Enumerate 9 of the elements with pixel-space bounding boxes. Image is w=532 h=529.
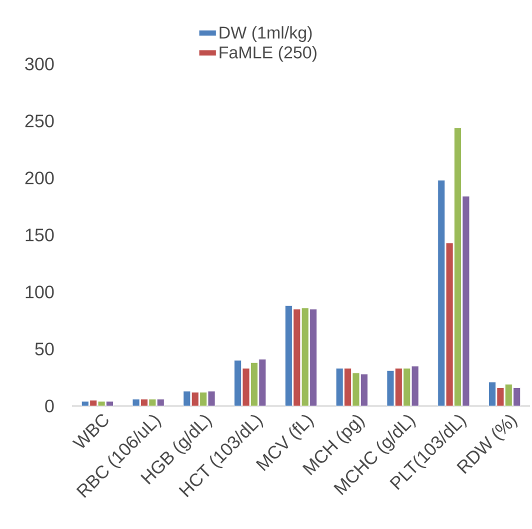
y-tick-label: 200 [25,172,54,184]
y-tick-label: 0 [45,400,54,412]
y-tick-label: 250 [25,114,54,128]
y-tick-label: 150 [26,228,54,242]
legend-label: FaMLE (250) [220,46,316,62]
y-tick-label: 100 [26,286,54,298]
y-tick-label: 300 [25,58,54,70]
y-tick-label: 50 [35,342,54,356]
legend-label: DW (1ml/kg) [220,26,312,42]
